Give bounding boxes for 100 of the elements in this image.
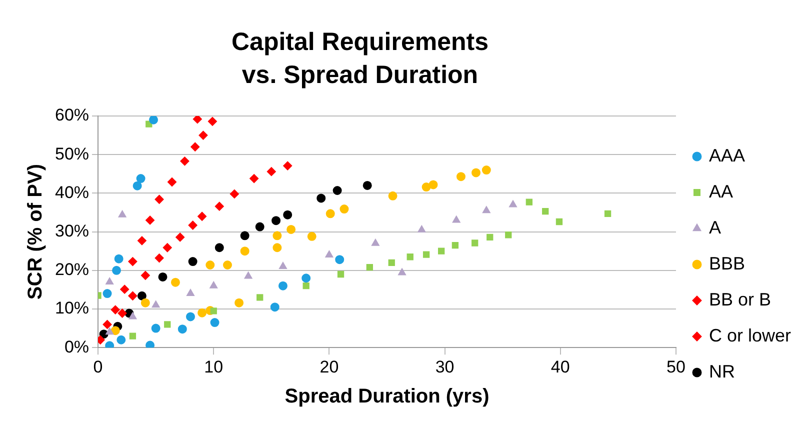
point <box>438 248 445 254</box>
point <box>137 291 146 300</box>
point <box>198 308 207 318</box>
point <box>428 180 438 190</box>
point <box>371 238 380 246</box>
point <box>110 326 120 336</box>
point <box>278 281 288 290</box>
point <box>286 224 296 234</box>
point <box>250 174 259 184</box>
point <box>146 340 155 348</box>
point <box>208 116 217 126</box>
legend-label: BB or B <box>708 289 772 310</box>
point <box>272 243 282 252</box>
point <box>388 259 395 266</box>
point <box>452 242 459 249</box>
y-tick-label: 60% <box>54 106 90 125</box>
point <box>418 225 426 232</box>
point <box>170 278 180 287</box>
x-axis-title: Spread Duration (yrs) <box>284 386 490 408</box>
point <box>178 324 187 334</box>
point <box>456 172 466 182</box>
point <box>186 289 194 296</box>
point <box>230 189 239 198</box>
point <box>188 220 198 230</box>
point <box>272 216 281 226</box>
point <box>140 298 150 308</box>
point <box>302 282 310 290</box>
point <box>105 341 114 348</box>
legend-label: C or lower <box>708 325 792 346</box>
point <box>214 202 224 211</box>
y-axis-title: SCR (% of PV) <box>24 164 47 300</box>
point <box>102 289 112 298</box>
point <box>283 210 292 220</box>
point <box>472 168 481 178</box>
point <box>120 284 130 294</box>
point <box>128 291 138 300</box>
point <box>154 194 164 204</box>
legend-label: BBB <box>708 253 746 274</box>
point <box>335 255 344 264</box>
point <box>332 186 342 195</box>
point <box>482 206 490 214</box>
chart-title: Capital Requirements vs. Spread Duration <box>230 27 490 91</box>
point <box>114 254 124 264</box>
point <box>472 240 478 246</box>
point <box>118 210 126 218</box>
y-tick-label: 50% <box>54 144 90 164</box>
point <box>222 260 232 270</box>
point <box>168 178 177 187</box>
point <box>406 254 414 260</box>
point <box>128 257 138 266</box>
x-tick-label: 0 <box>93 357 103 376</box>
point <box>176 232 185 242</box>
point <box>151 324 160 333</box>
point <box>486 234 494 241</box>
point <box>234 298 244 308</box>
point <box>240 231 250 240</box>
point <box>106 277 114 284</box>
point <box>198 212 207 221</box>
point <box>180 156 190 166</box>
point <box>106 328 114 335</box>
point <box>422 182 431 192</box>
point <box>116 335 126 344</box>
point <box>256 294 264 301</box>
y-tick-label: 0% <box>64 337 90 356</box>
point <box>302 274 311 283</box>
point <box>206 260 215 270</box>
point <box>279 262 287 270</box>
x-tick-label: 10 <box>204 357 224 376</box>
point <box>149 116 158 124</box>
point <box>604 210 612 217</box>
point <box>316 194 326 203</box>
point <box>162 243 172 252</box>
point <box>210 281 218 288</box>
point <box>129 332 136 340</box>
point <box>136 174 146 184</box>
point <box>272 231 282 240</box>
point <box>154 254 164 263</box>
point <box>140 270 150 280</box>
y-tick-label: 20% <box>54 260 90 280</box>
point <box>118 308 127 318</box>
point <box>505 232 512 238</box>
point <box>482 166 491 175</box>
point <box>366 264 373 271</box>
point <box>132 181 142 190</box>
point <box>307 232 316 241</box>
point <box>542 208 549 215</box>
point <box>110 305 120 314</box>
point <box>128 312 137 320</box>
point <box>244 272 252 279</box>
point <box>188 257 198 266</box>
point <box>266 167 276 176</box>
point <box>146 216 155 225</box>
point <box>190 142 200 152</box>
point <box>214 243 224 252</box>
x-tick-label: 50 <box>666 357 686 376</box>
legend-label: A <box>708 217 721 238</box>
point <box>388 191 398 200</box>
x-tick-label: 40 <box>550 357 570 376</box>
point <box>255 222 264 232</box>
point <box>398 268 406 276</box>
